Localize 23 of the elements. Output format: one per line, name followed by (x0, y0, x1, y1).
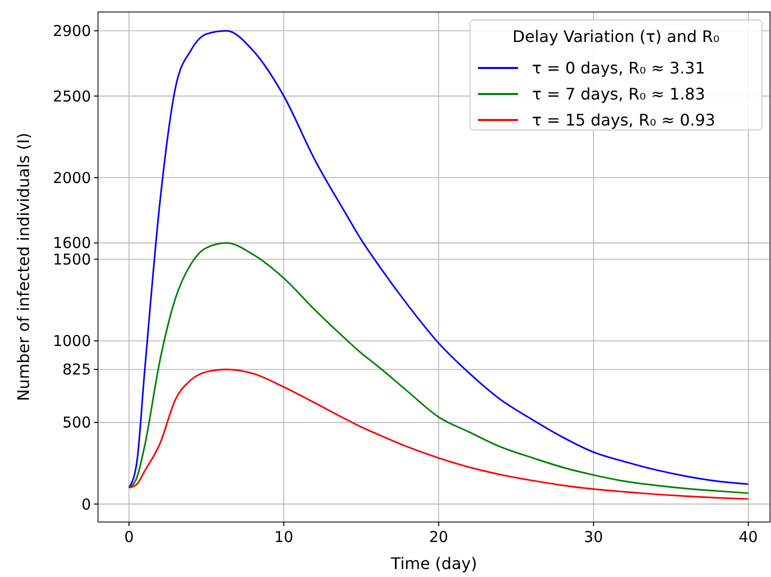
x-tick-label: 0 (124, 528, 134, 546)
y-tick-label: 2900 (52, 22, 91, 40)
y-tick-label: 2500 (52, 87, 91, 106)
legend-label: τ = 0 days, R₀ ≈ 3.31 (532, 58, 706, 78)
line-series (128, 242, 750, 494)
x-tick-label: 30 (584, 528, 604, 546)
y-tick-label: 2000 (52, 168, 91, 187)
line-series (128, 30, 750, 489)
y-axis-title: Number of infected individuals (I) (14, 132, 33, 402)
x-tick-label: 10 (274, 528, 294, 546)
x-tick-label: 40 (738, 528, 758, 546)
y-tick-label: 1000 (52, 332, 91, 350)
y-tick-label: 1600 (52, 234, 91, 252)
y-tick-label: 0 (81, 495, 91, 514)
legend-label: τ = 15 days, R₀ ≈ 0.93 (532, 110, 716, 130)
line-series (128, 368, 750, 500)
legend-title: Delay Variation (τ) and R₀ (512, 27, 720, 46)
x-axis-title: Time (day) (390, 554, 478, 573)
y-tick-label: 1500 (52, 250, 91, 268)
x-tick-label: 20 (429, 528, 448, 546)
y-tick-label: 825 (62, 360, 91, 379)
legend-label: τ = 7 days, R₀ ≈ 1.83 (532, 84, 706, 104)
y-tick-label: 500 (62, 414, 91, 432)
